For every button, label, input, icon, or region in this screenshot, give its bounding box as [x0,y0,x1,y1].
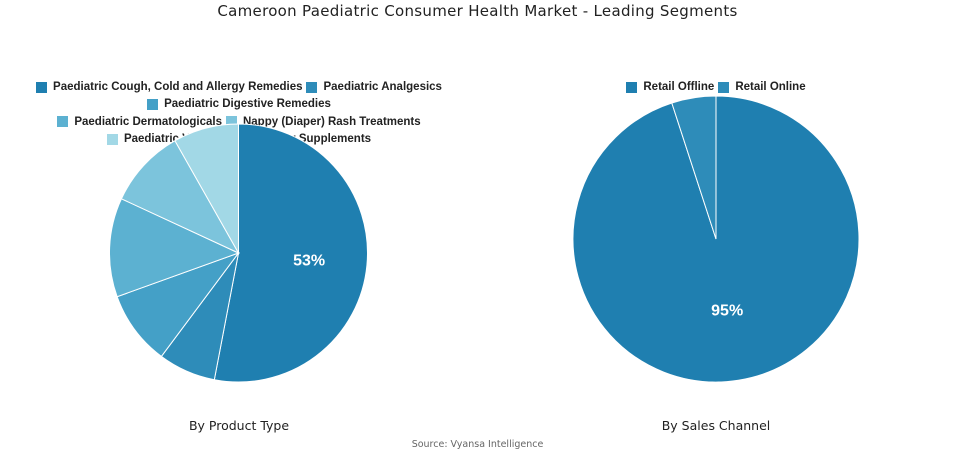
legend-item[interactable]: Retail Offline [626,80,714,95]
pie-slice [109,198,240,298]
legend-label: Paediatric Dermatologicals [74,115,222,128]
legend-swatch [36,81,48,93]
legend-label: Paediatric Analgesics [323,81,442,93]
legend-swatch [57,116,69,128]
legend-swatch [225,116,237,128]
legend-item[interactable]: Paediatric Analgesics [306,80,442,95]
legend-item[interactable]: Paediatric Digestive Remedies [147,97,331,112]
legend-swatch [106,133,118,145]
legend-swatch [306,81,318,93]
legend-label: Paediatric Cough, Cold and Allergy Remed… [53,81,303,93]
legend-swatch [147,99,159,110]
legend-item[interactable]: Nappy (Diaper) Rash Treatments [225,115,421,130]
legend-item[interactable]: Retail Online [718,80,806,95]
legend-item[interactable]: Paediatric Dermatologicals [57,115,222,130]
data-label: 95% [711,303,743,320]
subtitle-sales-channel: By Sales Channel [661,418,771,433]
chart-title: Cameroon Paediatric Consumer Health Mark… [217,2,738,20]
legend-label: Paediatric Digestive Remedies [164,98,331,111]
legend-swatch [718,81,730,93]
pie-slice [671,95,717,240]
legend-label: Retail Online [735,81,806,93]
data-label: 53% [293,253,325,270]
subtitle-product-type: By Product Type [188,418,290,433]
legend-item[interactable]: Paediatric Cough, Cold and Allergy Remed… [36,80,302,95]
legend-swatch [626,81,638,93]
legend-label: Nappy (Diaper) Rash Treatments [242,115,421,128]
legend-sales-channel: Retail Offline Retail Online [560,80,872,97]
pie-slice [120,140,240,255]
pie-slice [213,123,368,383]
pie-slice [174,123,239,255]
source-note: Source: Vyansa Intelligence [411,439,544,450]
legend-label: Retail Offline [643,81,715,93]
